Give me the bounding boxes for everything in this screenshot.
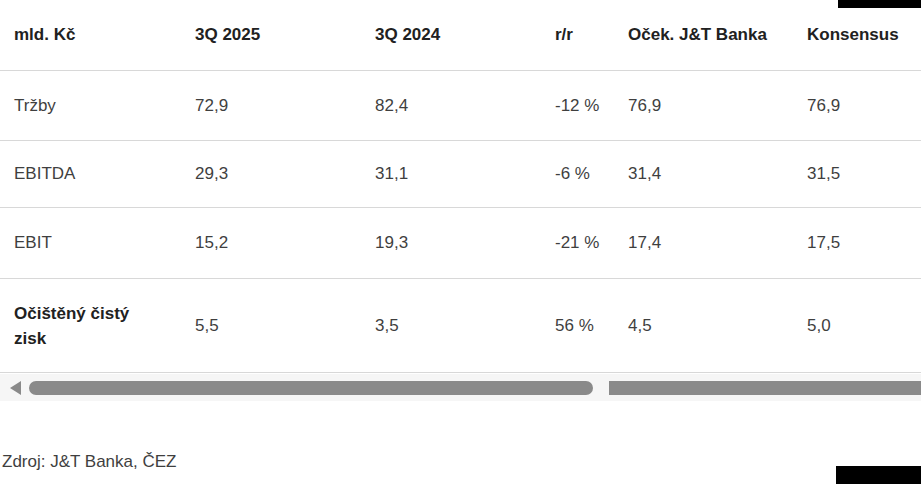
source-caption: Zdroj: J&T Banka, ČEZ	[2, 452, 176, 472]
cell-3q2024: 82,4	[375, 96, 555, 116]
cell-consensus: 17,5	[807, 233, 921, 253]
cell-3q2025: 29,3	[195, 164, 375, 184]
cell-yoy: -6 %	[555, 164, 628, 184]
table-row: EBIT 15,2 19,3 -21 % 17,4 17,5	[0, 208, 921, 279]
bottom-right-black-bar	[836, 466, 921, 484]
row-label: EBIT	[14, 233, 195, 253]
table-row: EBITDA 29,3 31,1 -6 % 31,4 31,5	[0, 141, 921, 208]
cell-yoy: -21 %	[555, 233, 628, 253]
table-row: Tržby 72,9 82,4 -12 % 76,9 76,9	[0, 71, 921, 141]
cell-3q2025: 72,9	[195, 96, 375, 116]
cell-jt-estimate: 31,4	[628, 164, 807, 184]
column-header-yoy: r/r	[555, 25, 628, 45]
cell-consensus: 5,0	[807, 316, 921, 336]
cell-3q2024: 3,5	[375, 316, 555, 336]
cell-consensus: 31,5	[807, 164, 921, 184]
scrollbar-thumb-secondary[interactable]	[609, 381, 921, 395]
cell-yoy: 56 %	[555, 316, 628, 336]
cell-3q2025: 15,2	[195, 233, 375, 253]
scrollbar-thumb[interactable]	[29, 381, 593, 395]
column-header-jt-estimate: Oček. J&T Banka	[628, 25, 807, 45]
row-label: Očištěný čistý zisk	[14, 301, 164, 351]
table-row: Očištěný čistý zisk 5,5 3,5 56 % 4,5 5,0	[0, 279, 921, 373]
column-header-3q2025: 3Q 2025	[195, 25, 375, 45]
cell-yoy: -12 %	[555, 96, 628, 116]
cell-jt-estimate: 4,5	[628, 316, 807, 336]
results-table: mld. Kč 3Q 2025 3Q 2024 r/r Oček. J&T Ba…	[0, 0, 921, 373]
cell-consensus: 76,9	[807, 96, 921, 116]
scroll-left-icon[interactable]	[10, 381, 21, 395]
column-header-3q2024: 3Q 2024	[375, 25, 555, 45]
table-header-row: mld. Kč 3Q 2025 3Q 2024 r/r Oček. J&T Ba…	[0, 0, 921, 71]
cell-3q2024: 31,1	[375, 164, 555, 184]
cell-3q2024: 19,3	[375, 233, 555, 253]
cell-jt-estimate: 76,9	[628, 96, 807, 116]
column-header-consensus: Konsensus	[807, 25, 921, 45]
cell-jt-estimate: 17,4	[628, 233, 807, 253]
cell-3q2025: 5,5	[195, 316, 375, 336]
row-label: Tržby	[14, 96, 195, 116]
column-header-unit: mld. Kč	[14, 25, 195, 45]
horizontal-scrollbar[interactable]	[0, 374, 921, 401]
row-label: EBITDA	[14, 164, 195, 184]
